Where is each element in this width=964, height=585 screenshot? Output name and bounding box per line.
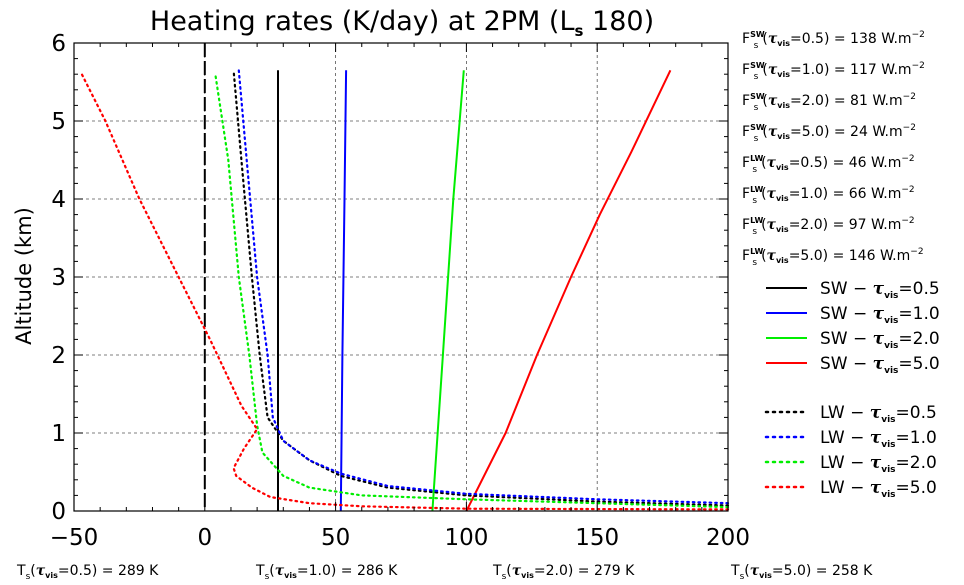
legend-label-4: LW − τvis=0.5 — [820, 403, 937, 425]
flux-annotations: FSW s (τvis=0.5) = 138 W.m−2 FSW s (τvis=1.0)… — [742, 30, 925, 268]
flux-annotation-1: FSW s (τvis=1.0) = 117 W.m−2 — [742, 61, 925, 82]
legend-label-5: LW − τvis=1.0 — [820, 428, 937, 450]
series-line-sw-3 — [465, 69, 672, 512]
flux-annotation-3: FSW s (τvis=5.0) = 24 W.m−2 — [742, 123, 916, 144]
series-line-lw-4 — [232, 69, 730, 507]
series-line-sw-1 — [339, 70, 348, 512]
legend-label-0: SW − τvis=0.5 — [820, 279, 940, 301]
series-line-lw-6 — [214, 73, 730, 509]
plot-series — [80, 69, 730, 512]
surface-temperature-3: Ts(τvis=5.0) = 258 K — [730, 563, 873, 582]
surface-temperature-0: Ts(τvis=0.5) = 289 K — [16, 563, 159, 582]
y-tick-label-1: 1 — [51, 421, 66, 447]
flux-annotation-2: FSW s (τvis=2.0) = 81 W.m−2 — [742, 92, 916, 113]
chart-title-subscript: s — [575, 22, 584, 40]
legend-label-7: LW − τvis=5.0 — [820, 478, 937, 500]
y-tick-label-6: 6 — [51, 31, 66, 57]
flux-annotation-0: FSW s (τvis=0.5) = 138 W.m−2 — [742, 30, 925, 51]
legend-label-3: SW − τvis=5.0 — [820, 354, 940, 376]
legend-label-6: LW − τvis=2.0 — [820, 453, 937, 475]
chart-title: Heating rates (K/day) at 2PM (Ls 180) — [150, 6, 654, 40]
x-tick-label-4: 150 — [575, 525, 619, 551]
x-tick-label-5: 200 — [706, 525, 750, 551]
legend-label-1: SW − τvis=1.0 — [820, 304, 940, 326]
y-tick-label-4: 4 — [51, 187, 66, 213]
flux-annotation-5: FLW s (τvis=1.0) = 66 W.m−2 — [742, 185, 915, 206]
series-line-lw-7 — [80, 73, 730, 511]
y-tick-label-2: 2 — [51, 343, 66, 369]
legend-label-2: SW − τvis=2.0 — [820, 329, 940, 351]
surface-temperature-1: Ts(τvis=1.0) = 286 K — [255, 563, 398, 582]
chart-title-main: Heating rates (K/day) at 2PM (L — [150, 6, 575, 37]
x-tick-label-1: 0 — [197, 525, 212, 551]
flux-annotation-7: FLW s (τvis=5.0) = 146 W.m−2 — [742, 247, 924, 268]
y-tick-label-5: 5 — [51, 109, 66, 135]
x-tick-label-2: 50 — [321, 525, 350, 551]
x-tick-label-0: −50 — [50, 525, 99, 551]
flux-annotation-6: FLW s (τvis=2.0) = 97 W.m−2 — [742, 216, 915, 237]
y-axis-label: Altitude (km) — [12, 207, 36, 345]
grid-lines — [74, 42, 728, 511]
y-tick-label-3: 3 — [51, 265, 66, 291]
flux-annotation-4: FLW s (τvis=0.5) = 46 W.m−2 — [742, 154, 915, 175]
y-tick-label-0: 0 — [51, 499, 66, 525]
series-line-sw-2 — [431, 70, 465, 512]
series-line-lw-5 — [237, 69, 730, 505]
x-tick-label-3: 100 — [444, 525, 488, 551]
surface-temperature-2: Ts(τvis=2.0) = 279 K — [492, 563, 635, 582]
chart-title-end: 180) — [583, 6, 654, 37]
surface-temperature-annotations: Ts(τvis=0.5) = 289 K Ts(τvis=1.0) = 286 K… — [16, 563, 873, 582]
legend: SW − τvis=0.5 SW − τvis=1.0 SW − τvis=2.0 S… — [764, 279, 940, 500]
